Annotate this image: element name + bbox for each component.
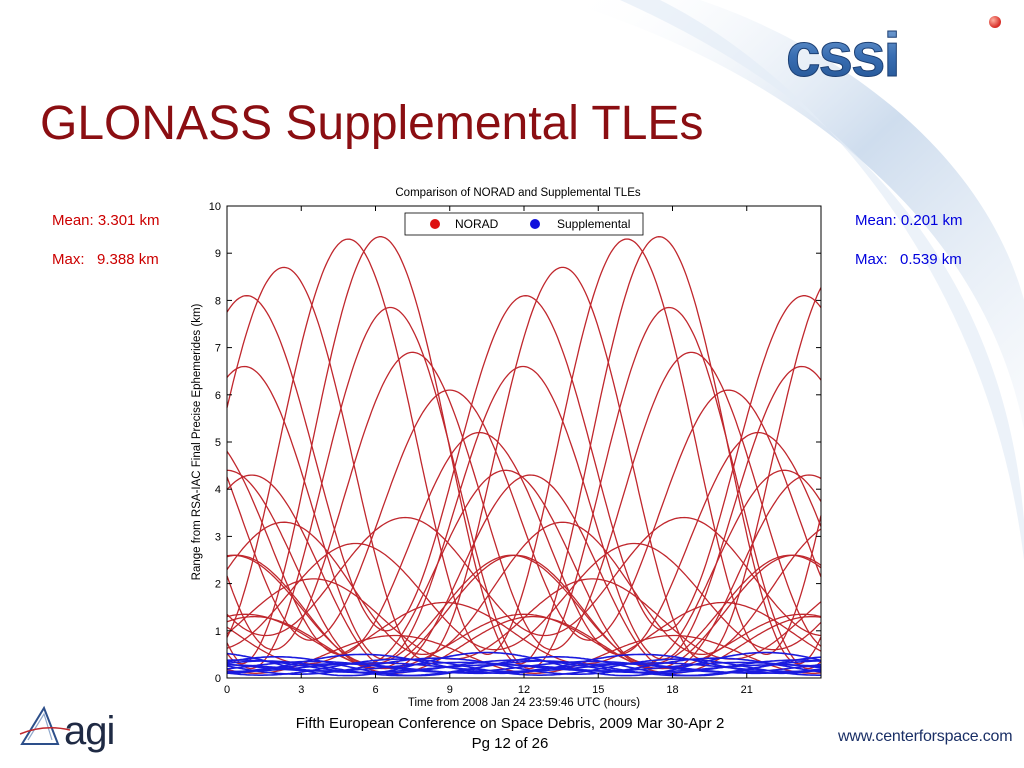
norad-series-line [226,266,822,660]
comparison-chart: Comparison of NORAD and Supplemental TLE… [180,176,830,712]
y-tick-label: 9 [215,248,221,260]
y-tick-label: 7 [215,343,221,355]
norad-series-line [226,601,822,665]
norad-max-label: Max: 9.388 km [52,251,159,268]
norad-series-line [226,516,822,637]
x-axis-label: Time from 2008 Jan 24 23:59:46 UTC (hour… [408,697,640,709]
x-tick-label: 18 [666,684,678,696]
supplemental-series-line [226,651,822,677]
y-tick-label: 6 [215,390,221,402]
norad-series-line [226,351,822,651]
supplemental-max-label: Max: 0.539 km [855,251,962,268]
legend-supplemental-label: Supplemental [557,217,630,231]
agi-logo: agi [19,705,115,753]
x-tick-label: 0 [224,684,230,696]
legend-supplemental-marker [530,219,540,229]
norad-series-line [226,365,822,660]
norad-series-line [226,238,822,656]
legend-box [404,212,644,236]
norad-series-line [226,389,822,641]
svg-text:cssi: cssi [786,21,899,90]
y-tick-label: 2 [215,579,221,591]
x-tick-label: 15 [592,684,604,696]
x-tick-label: 12 [518,684,530,696]
y-tick-label: 10 [209,201,221,213]
norad-series-line [226,236,822,665]
legend-norad-marker [430,219,440,229]
supplemental-series-line [226,660,821,677]
x-tick-label: 9 [447,684,453,696]
footer-page-number: Pg 12 of 26 [471,735,549,752]
norad-series-line [226,542,822,651]
plot-lines [226,236,822,677]
supplemental-series-line [226,653,822,675]
x-tick-label: 21 [741,684,753,696]
y-axis-label: Range from RSA-IAC Final Precise Ephemer… [191,303,203,580]
y-tick-label: 3 [215,531,221,543]
footer-url: www.centerforspace.com [838,728,1013,745]
norad-mean-label: Mean: 3.301 km [52,212,160,229]
svg-text:agi: agi [64,709,114,753]
slide-title: GLONASS Supplemental TLEs [40,97,704,150]
supplemental-series-line [227,662,822,673]
y-tick-label: 8 [215,295,221,307]
y-tick-label: 0 [215,673,221,685]
chart-background [180,176,830,712]
supplemental-mean-label: Mean: 0.201 km [855,212,963,229]
norad-series-line [226,554,822,665]
y-tick-label: 1 [215,626,221,638]
y-tick-label: 4 [215,484,221,496]
chart-title: Comparison of NORAD and Supplemental TLE… [395,187,640,199]
legend-norad-label: NORAD [455,217,499,231]
norad-series-line [226,613,822,670]
y-tick-label: 5 [215,437,221,449]
norad-series-line [226,469,822,665]
norad-series-line [226,554,822,670]
x-tick-label: 3 [298,684,304,696]
chart-legend: NORAD Supplemental [404,212,644,236]
x-tick-label: 6 [372,684,378,696]
cssi-logo: cssi [786,16,1001,90]
footer-conference: Fifth European Conference on Space Debri… [295,715,725,732]
norad-series-line [226,295,822,632]
